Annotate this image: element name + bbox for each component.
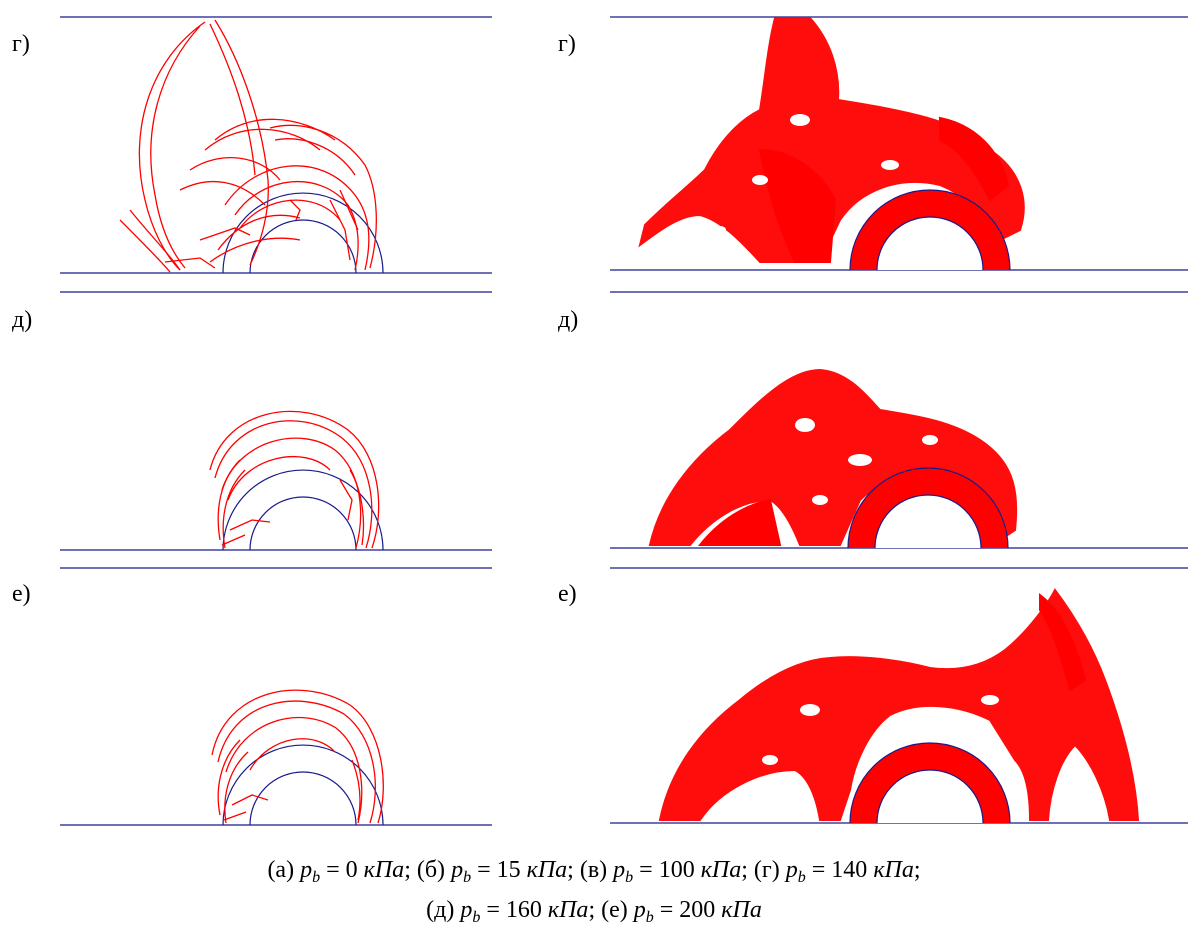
caption-symbol: p (634, 897, 646, 923)
caption-value: = 100 (633, 857, 701, 883)
crack-pattern (212, 690, 383, 823)
tunnel-inner-arc (250, 220, 356, 273)
caption-item-e-prefix: ; (е) (588, 897, 633, 923)
caption-unit: кПа (873, 857, 914, 883)
caption-subscript: b (625, 869, 633, 886)
caption-symbol: p (613, 857, 625, 883)
caption-unit: кПа (527, 857, 568, 883)
panel-g-right (610, 17, 1188, 270)
caption-unit: кПа (701, 857, 742, 883)
caption-item-d-prefix: (д) (426, 897, 460, 923)
caption-subscript: b (312, 869, 320, 886)
caption-subscript: b (463, 869, 471, 886)
caption-subscript: b (798, 869, 806, 886)
crack-pattern (210, 411, 379, 548)
caption-item-a-prefix: (а) (267, 857, 300, 883)
figure-caption-line-2: (д) pb = 160 кПа; (е) pb = 200 кПа (0, 895, 1188, 925)
panel-d-left (60, 411, 492, 550)
caption-unit: кПа (364, 857, 405, 883)
caption-unit: кПа (721, 897, 762, 923)
crack-pattern (120, 20, 376, 272)
caption-subscript: b (646, 909, 654, 926)
panel-e-right (610, 590, 1188, 823)
caption-item-g-prefix: ; (г) (741, 857, 786, 883)
caption-symbol: p (460, 897, 472, 923)
tunnel-inner-arc (250, 772, 356, 825)
panel-g-left (60, 17, 492, 273)
tunnel-outer-arc (223, 470, 383, 550)
caption-value: = 140 (806, 857, 874, 883)
caption-item-v-prefix: ; (в) (567, 857, 613, 883)
caption-value: = 0 (320, 857, 364, 883)
caption-unit: кПа (548, 897, 589, 923)
caption-symbol: p (300, 857, 312, 883)
panel-e-left (60, 690, 492, 825)
caption-value: = 160 (480, 897, 548, 923)
caption-value: = 15 (471, 857, 527, 883)
tunnel-inner-arc (250, 497, 356, 550)
caption-symbol: p (451, 857, 463, 883)
caption-item-b-prefix: ; (б) (404, 857, 451, 883)
panel-d-right (610, 370, 1188, 548)
figure-panels (0, 0, 1188, 840)
caption-separator: ; (914, 857, 921, 883)
figure-caption-line-1: (а) pb = 0 кПа; (б) pb = 15 кПа; (в) pb … (0, 855, 1188, 885)
caption-symbol: p (786, 857, 798, 883)
caption-value: = 200 (654, 897, 722, 923)
